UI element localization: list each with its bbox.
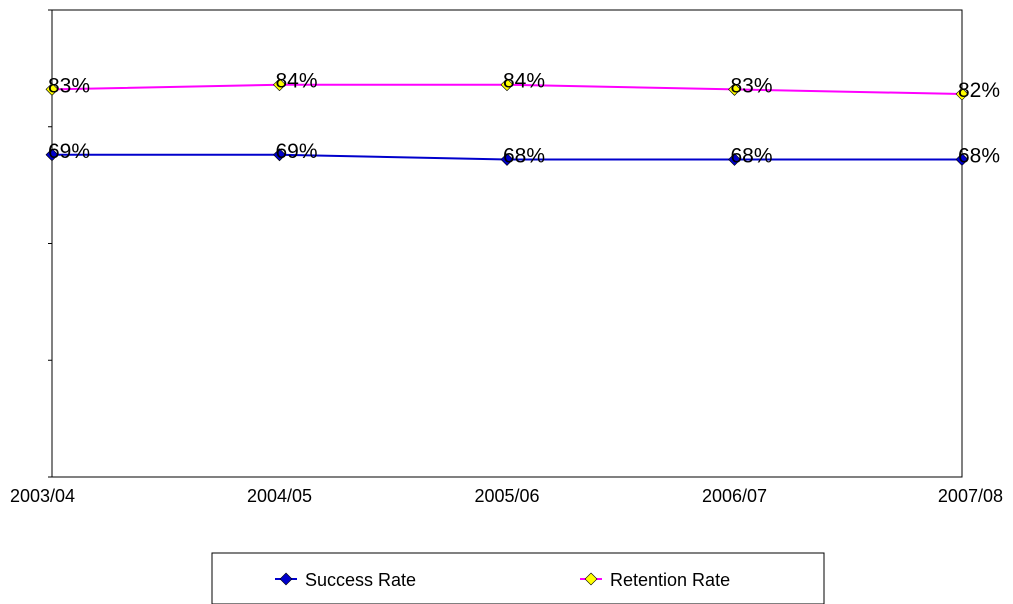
data-label: 84% — [503, 70, 545, 93]
x-tick-label: 2006/07 — [702, 486, 767, 506]
series-marker — [728, 153, 741, 166]
data-labels: 69% 69% 68% 68% 68% 83% 84% 84% 83% 82% — [48, 70, 1000, 168]
series-markers — [45, 78, 969, 166]
series-marker — [955, 87, 969, 101]
plot-area: 69% 69% 68% 68% 68% 83% 84% 84% 83% 82% — [45, 9, 1000, 478]
x-axis-tick-labels: 2003/04 2004/05 2005/06 2006/07 2007/08 — [10, 486, 1003, 506]
series-marker — [45, 82, 59, 96]
legend-marker — [584, 572, 598, 586]
x-tick-label: 2005/06 — [474, 486, 539, 506]
y-axis-ticks — [48, 9, 52, 478]
legend: Success Rate Retention Rate — [211, 552, 825, 604]
series-marker — [728, 82, 741, 96]
series-marker — [273, 148, 286, 162]
legend-box — [211, 552, 825, 604]
series-marker — [45, 148, 59, 162]
data-label: 68% — [503, 144, 545, 167]
series-marker — [500, 153, 514, 166]
legend-marker — [279, 572, 293, 586]
data-label: 69% — [276, 140, 318, 163]
legend-items: Success Rate Retention Rate — [275, 570, 730, 590]
data-label: 84% — [276, 70, 318, 93]
data-label: 82% — [958, 79, 1000, 102]
series-marker — [500, 78, 514, 92]
data-label: 83% — [48, 74, 90, 97]
legend-label: Success Rate — [305, 570, 416, 590]
legend-label: Retention Rate — [610, 570, 730, 590]
series-marker — [955, 153, 969, 166]
data-label: 68% — [731, 144, 773, 167]
data-label: 69% — [48, 140, 90, 163]
data-label: 68% — [958, 144, 1000, 167]
data-label: 83% — [731, 74, 773, 97]
x-tick-label: 2003/04 — [10, 486, 75, 506]
series-marker — [273, 78, 286, 92]
x-tick-label: 2004/05 — [247, 486, 312, 506]
x-tick-label: 2007/08 — [938, 486, 1003, 506]
